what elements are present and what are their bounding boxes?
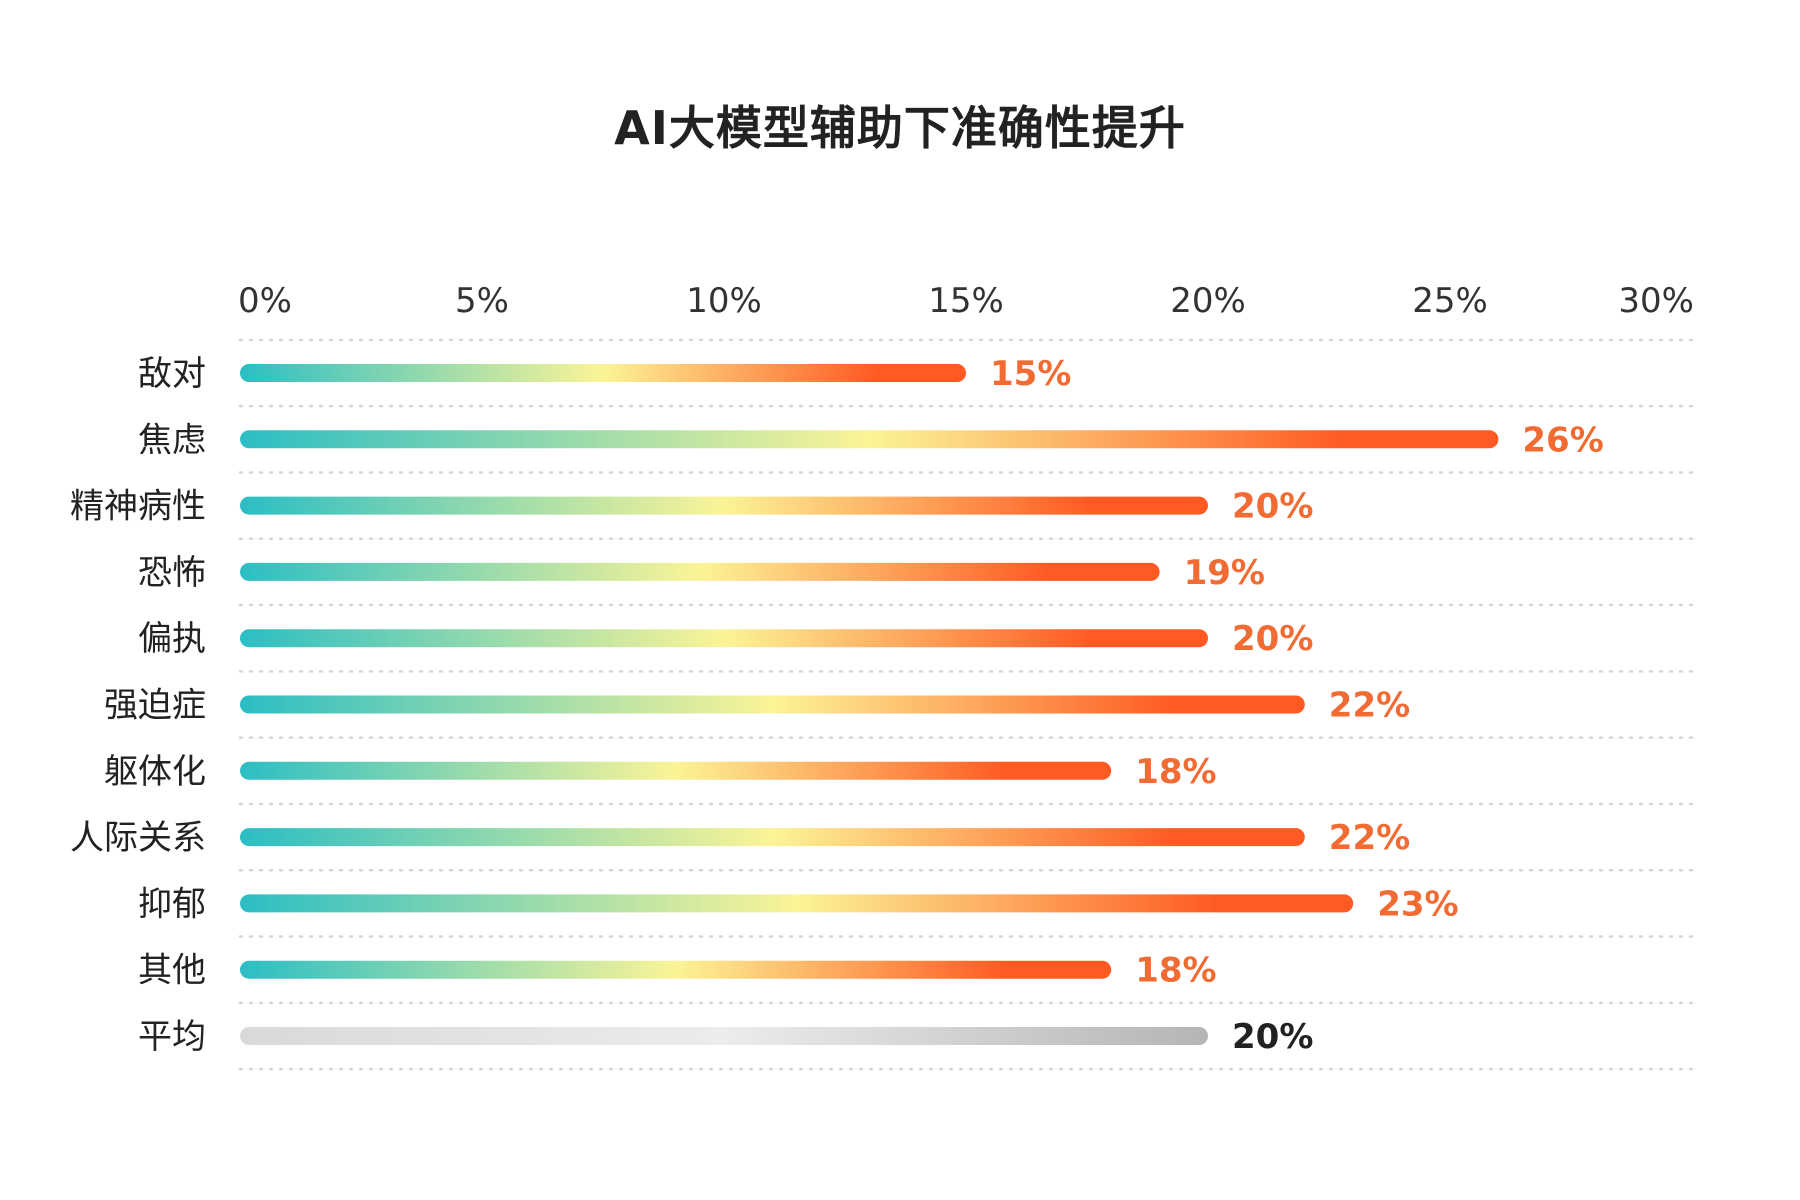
bar [240,562,1160,581]
value-label: 26% [1522,420,1603,460]
category-label: 抑郁 [138,884,206,924]
bar [240,430,1499,449]
category-label: 焦虑 [138,420,206,460]
x-axis-ticks: 0% 5% 10% 15% 20% 25% 30% [238,281,1694,321]
x-tick-label: 20% [1170,281,1246,321]
value-label: 20% [1232,619,1313,659]
bar [240,496,1208,515]
bar-average [240,1027,1208,1045]
category-label: 恐怖 [138,553,206,593]
chart-title: AI大模型辅助下准确性提升 [614,101,1186,155]
bar [240,629,1208,648]
value-label: 22% [1329,818,1410,858]
grid-lines [238,338,1694,1071]
category-label: 强迫症 [104,686,206,726]
value-label-average: 20% [1232,1017,1313,1057]
category-label: 偏执 [138,619,206,659]
bar [240,960,1112,979]
x-tick-label: 0% [238,281,292,321]
bar [240,695,1305,714]
value-label: 20% [1232,487,1313,527]
x-tick-label: 25% [1412,281,1488,321]
x-tick-label: 10% [686,281,762,321]
category-label: 敌对 [138,354,206,394]
value-label: 18% [1135,951,1216,991]
x-tick-label: 5% [455,281,509,321]
x-tick-label: 15% [928,281,1004,321]
x-tick-label: 30% [1618,281,1694,321]
category-label: 躯体化 [104,752,206,792]
value-labels: 15% 26% 20% 19% 20% 22% 18% 22% 23% 18% 20% [990,354,1604,1057]
value-label: 18% [1135,752,1216,792]
bars [240,364,1499,1045]
value-label: 15% [990,354,1071,394]
bar [240,894,1354,913]
value-label: 19% [1184,553,1265,593]
bar [240,761,1112,780]
category-label: 人际关系 [70,818,206,858]
category-label: 精神病性 [70,487,206,527]
bar [240,828,1305,847]
value-label: 23% [1377,884,1458,924]
category-label: 平均 [138,1017,206,1057]
value-label: 22% [1329,686,1410,726]
category-label: 其他 [138,951,206,991]
bar [240,364,966,382]
